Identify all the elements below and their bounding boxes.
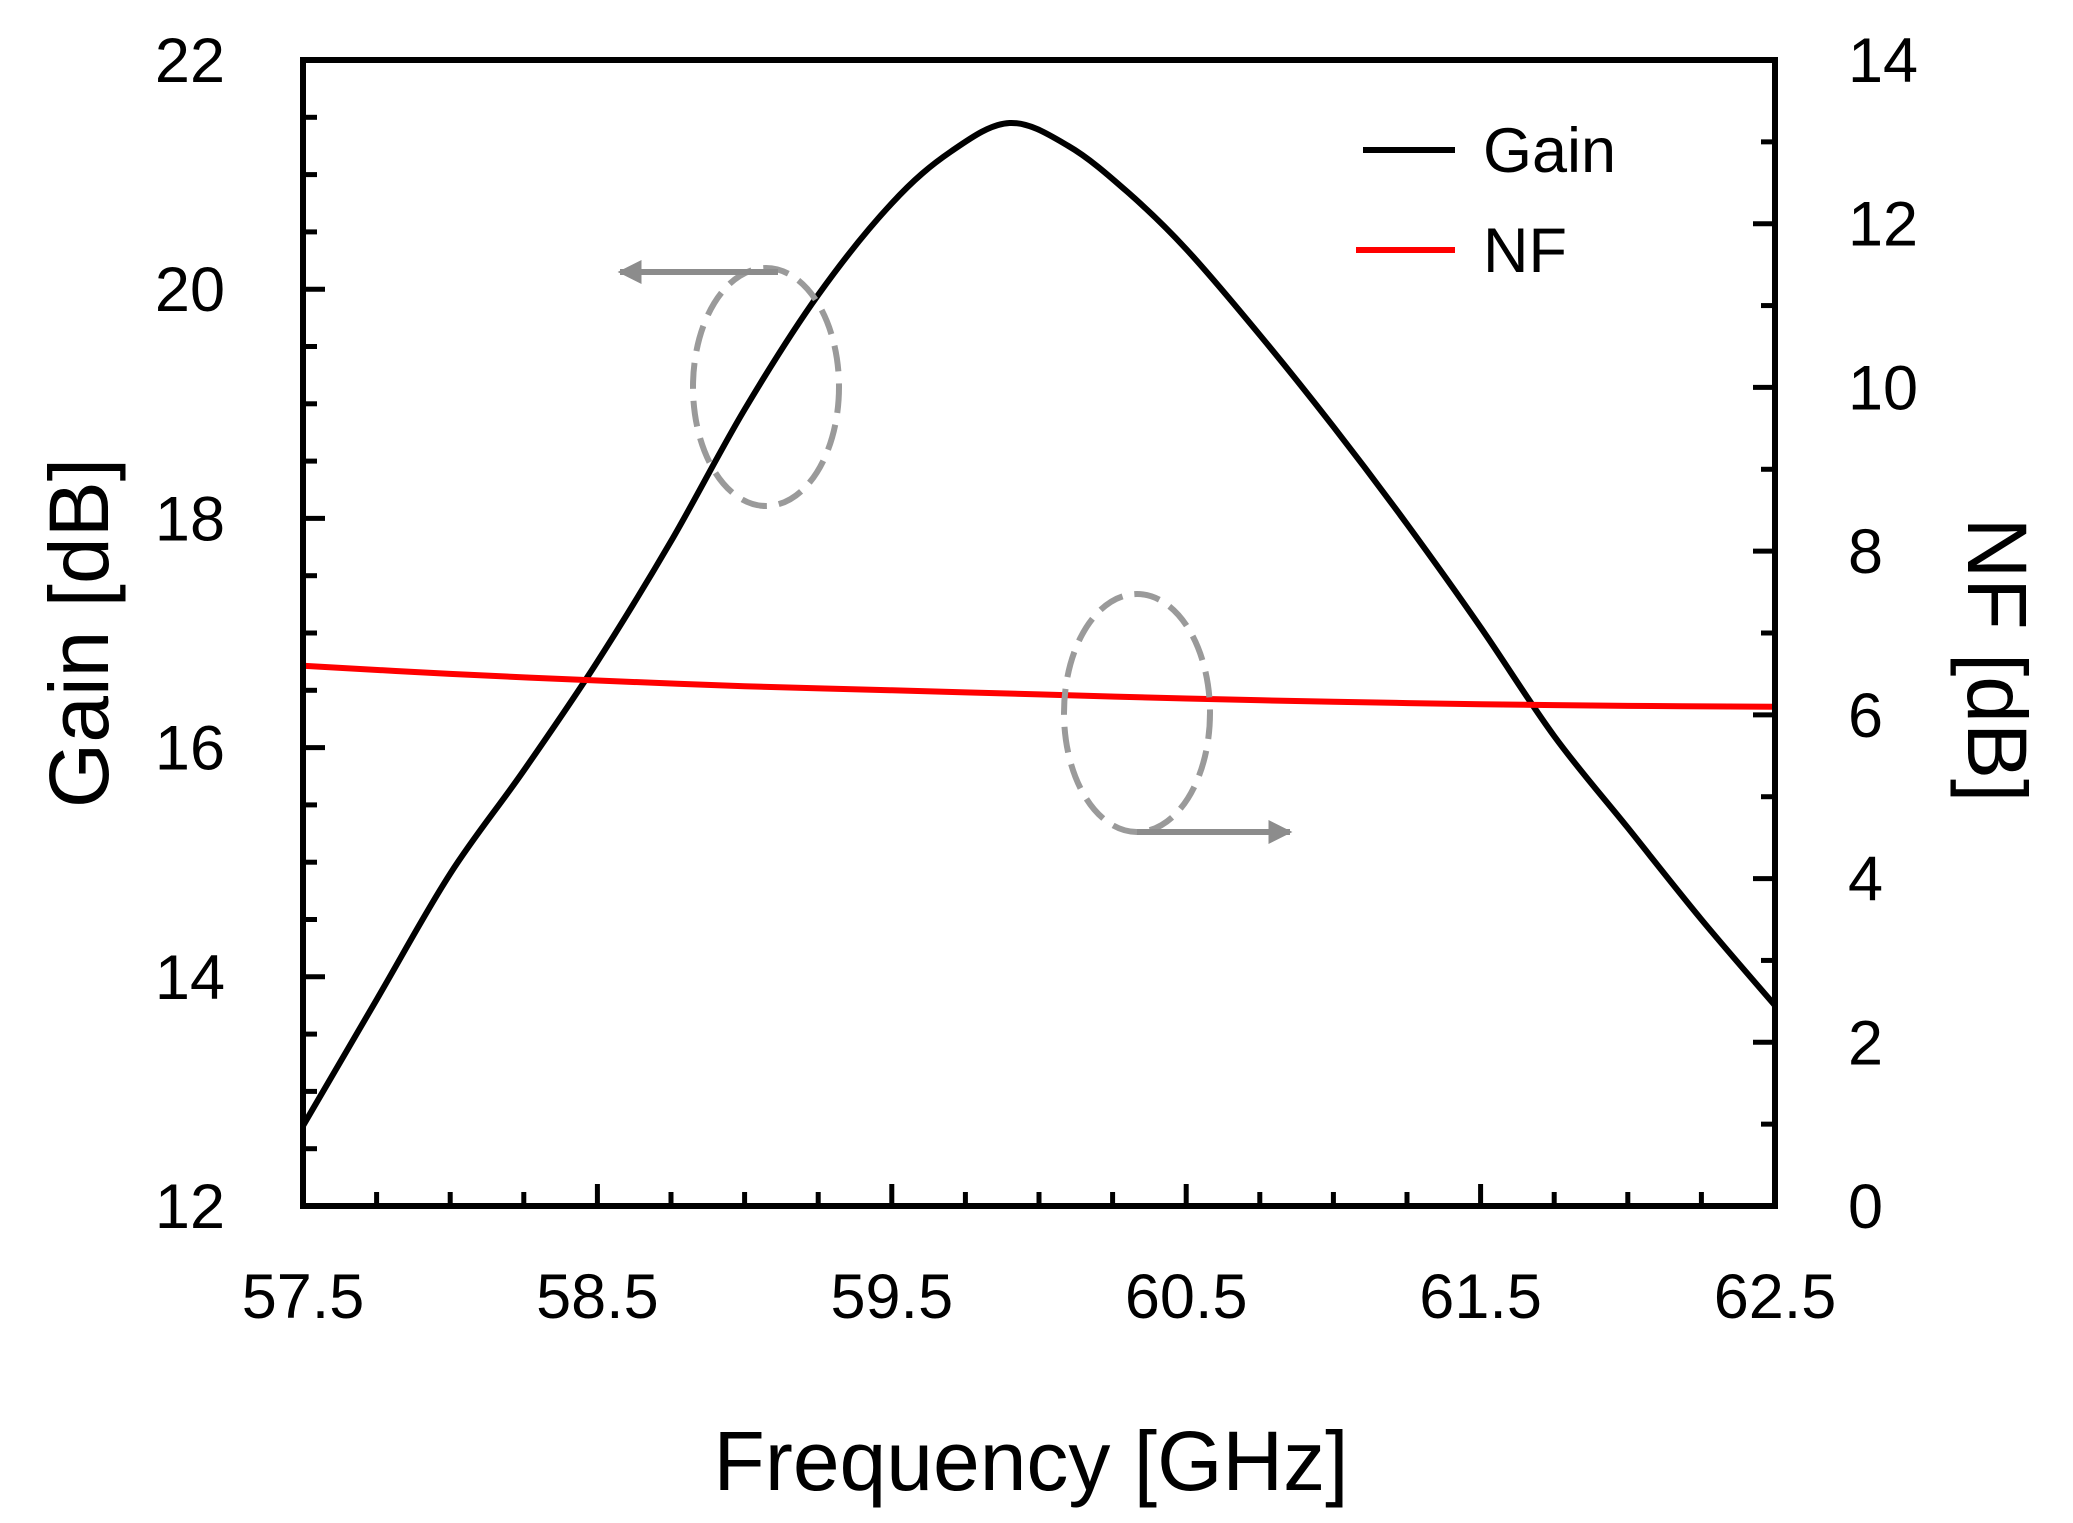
y-right-tick-label: 4 [1848, 845, 1883, 915]
y-right-axis-title: NF [dB] [1950, 518, 2044, 803]
nf-annotation-ellipse [1061, 591, 1213, 835]
y-right-tick-label: 0 [1848, 1172, 1883, 1242]
x-tick-label: 60.5 [1125, 1262, 1248, 1332]
gain-axis-annotation [617, 260, 842, 509]
legend-gain-label: Gain [1483, 116, 1616, 186]
legend: Gain NF [1356, 116, 1616, 286]
x-tick-label: 59.5 [830, 1262, 953, 1332]
y-left-tick-label: 18 [155, 484, 225, 554]
x-tick-label: 62.5 [1714, 1262, 1837, 1332]
nf-series-line [302, 662, 1776, 710]
y-right-tick-label: 10 [1848, 353, 1918, 423]
y-left-tick-label: 14 [155, 943, 225, 1013]
plot-frame [300, 57, 1778, 1209]
x-tick-label: 61.5 [1419, 1262, 1542, 1332]
ticks-layer: 57.5 58.5 59.5 60.5 61.5 62.5 12 14 16 18 20 22 0 2 4 6… [155, 26, 1918, 1332]
y-left-tick-label: 12 [155, 1172, 225, 1242]
y-left-tick-label: 20 [155, 255, 225, 325]
nf-axis-annotation [1061, 591, 1293, 844]
legend-nf-label: NF [1483, 216, 1567, 286]
x-tick-label: 57.5 [242, 1262, 365, 1332]
gain-series-line [300, 119, 1778, 1128]
y-right-tick-label: 6 [1848, 681, 1883, 751]
y-right-tick-label: 2 [1848, 1008, 1883, 1078]
y-left-axis-title: Gain [dB] [32, 458, 126, 808]
y-right-tick-label: 12 [1848, 190, 1918, 260]
x-tick-label: 58.5 [536, 1262, 659, 1332]
y-left-tick-label: 22 [155, 26, 225, 96]
y-left-tick-label: 16 [155, 714, 225, 784]
y-right-tick-label: 8 [1848, 517, 1883, 587]
gain-annotation-ellipse [690, 265, 842, 509]
y-right-tick-label: 14 [1848, 26, 1918, 96]
x-axis-title: Frequency [GHz] [714, 1414, 1349, 1508]
